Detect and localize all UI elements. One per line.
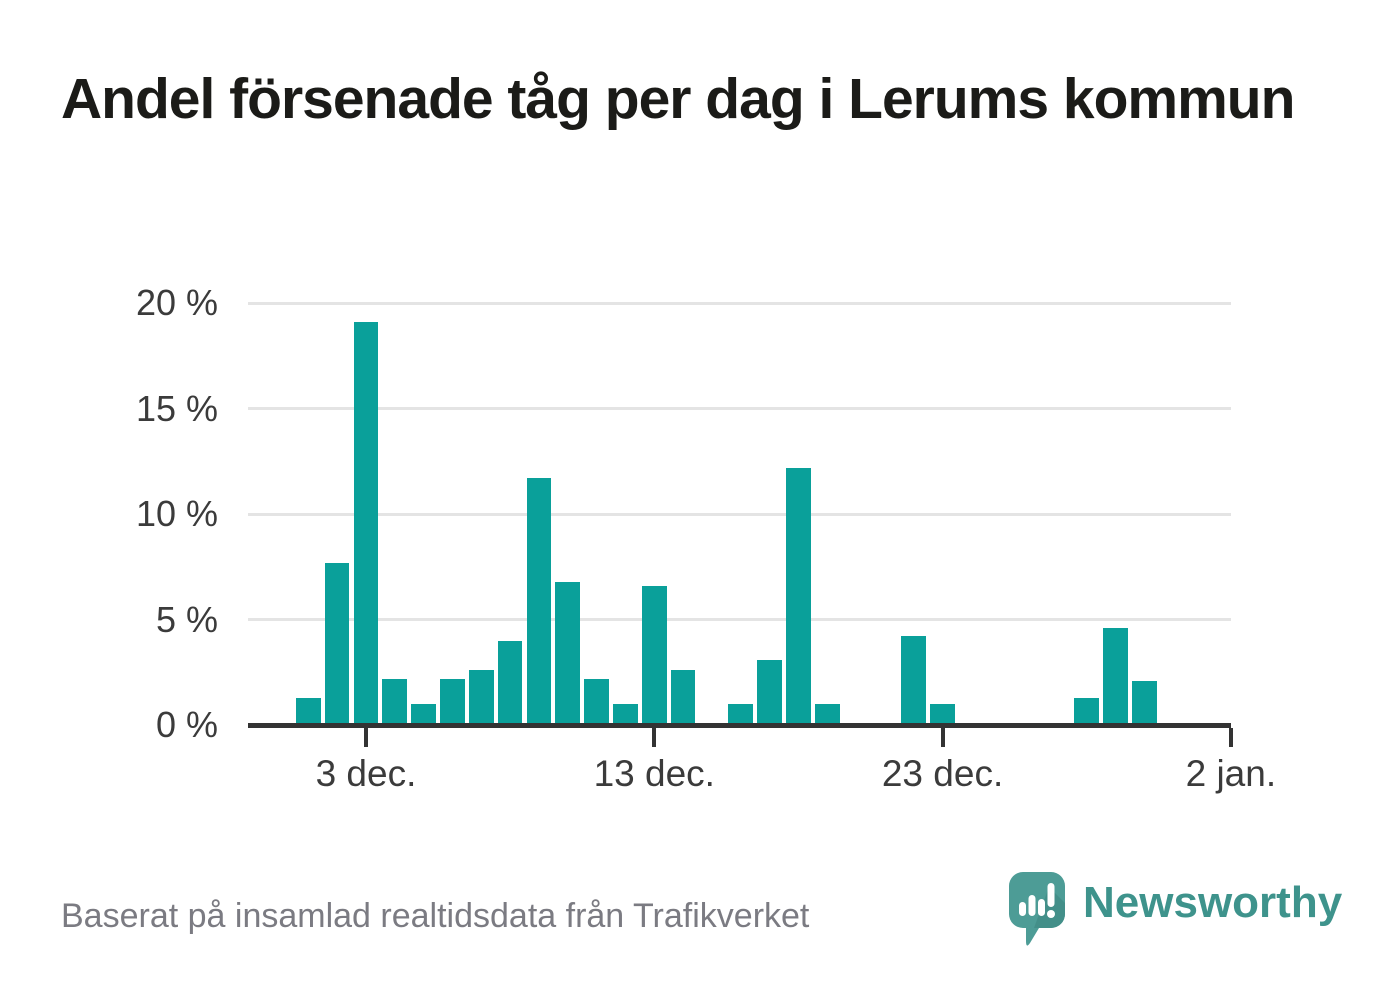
newsworthy-logo: Newsworthy (1008, 871, 1342, 949)
bar-28-dec (1074, 697, 1099, 725)
y-tick-label: 20 % (135, 282, 218, 323)
gridline-5 (248, 618, 1231, 621)
bar-14-dec (670, 670, 696, 725)
bar-11-dec (584, 678, 609, 725)
bar-23-dec (930, 703, 955, 725)
brand-name: Newsworthy (1083, 878, 1343, 927)
x-tick (1228, 728, 1233, 747)
source-note: Baserat på insamlad realtidsdata från Tr… (61, 897, 810, 935)
bar-1-dec (296, 697, 321, 725)
x-tick-label: 3 dec. (315, 753, 417, 794)
bar-22-dec (901, 636, 927, 725)
bar-13-dec (641, 585, 667, 725)
gridline-10 (248, 512, 1231, 516)
newsworthy-logo-icon (1009, 872, 1065, 946)
chart-title: Andel försenade tåg per dag i Lerums kom… (61, 67, 1295, 131)
bar-2-dec (324, 562, 350, 725)
x-tick (652, 728, 657, 747)
bar-3-dec (353, 322, 379, 725)
bar-18-dec (786, 467, 811, 725)
x-tick (940, 728, 945, 747)
bar-9-dec (526, 478, 552, 725)
bar-5-dec (411, 703, 436, 725)
bar-16-dec (728, 703, 754, 725)
logo-chart-glyph (1019, 883, 1055, 918)
logo-bubble-shade (1034, 887, 1065, 928)
bar-8-dec (497, 640, 523, 725)
x-axis-line (248, 723, 1231, 728)
bar-7-dec (468, 670, 494, 725)
bar-4-dec (382, 678, 408, 725)
x-tick-label: 23 dec. (881, 753, 1004, 794)
gridline-15 (248, 407, 1231, 410)
x-tick-label: 13 dec. (593, 753, 715, 794)
bar-12-dec (613, 703, 638, 725)
y-tick-label: 5 % (155, 598, 218, 640)
gridline-20 (248, 301, 1231, 305)
plot-area: 0 % 5 % 10 % 15 % 20 % 3 dec. 13 dec. 23 dec. 2 … (136, 282, 1276, 794)
bar-19-dec (814, 703, 840, 725)
bar-29-dec (1103, 627, 1128, 725)
y-tick-label: 15 % (135, 387, 218, 429)
y-tick-label: 0 % (155, 704, 218, 745)
bar-6-dec (440, 678, 465, 725)
y-tick-label: 10 % (135, 493, 218, 534)
bar-10-dec (555, 581, 581, 725)
bar-30-dec (1132, 680, 1157, 725)
bar-17-dec (757, 659, 782, 725)
x-tick (363, 728, 368, 747)
x-tick-label: 2 jan. (1185, 753, 1277, 794)
